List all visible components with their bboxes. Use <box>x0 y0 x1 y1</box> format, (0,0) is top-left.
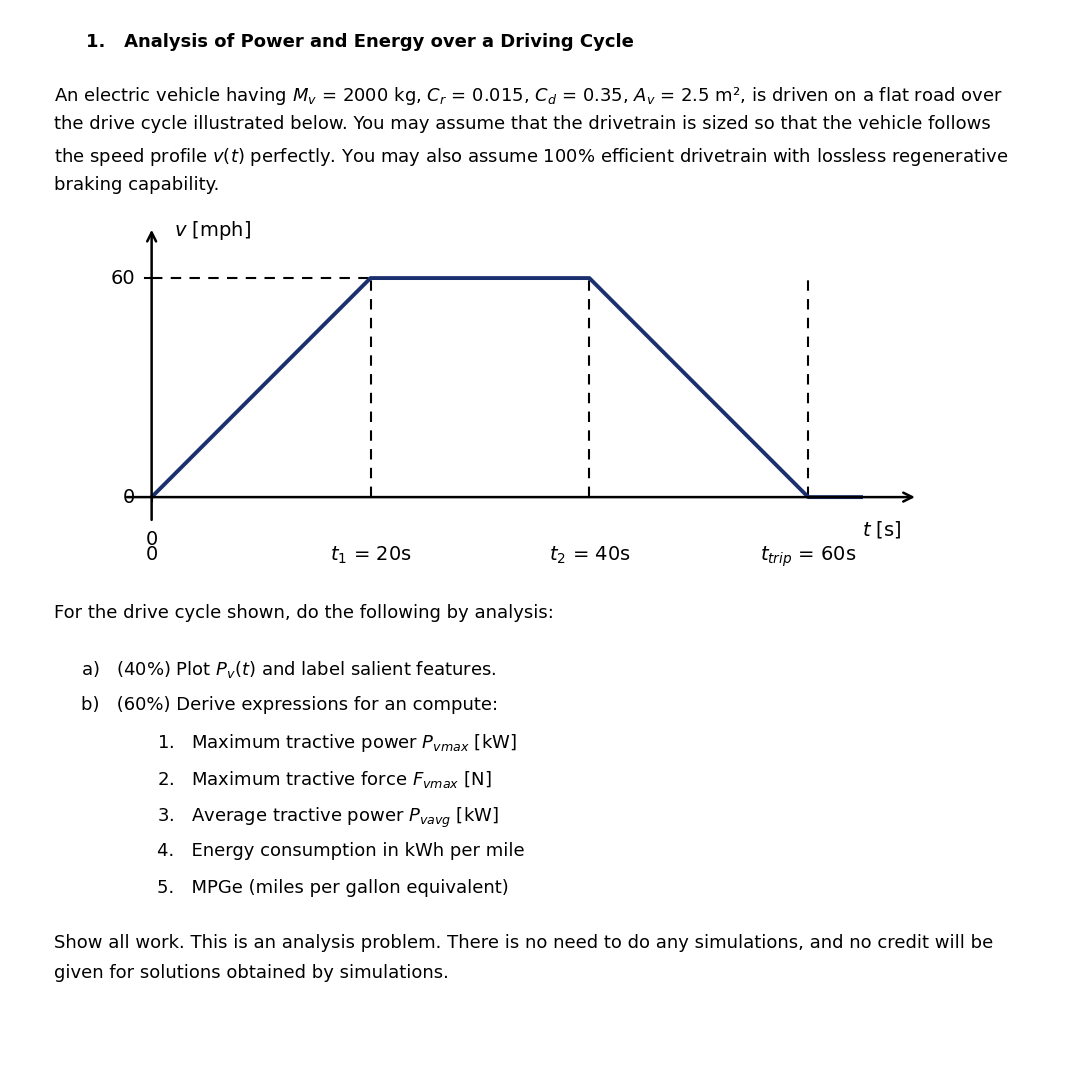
Text: 1.   Analysis of Power and Energy over a Driving Cycle: 1. Analysis of Power and Energy over a D… <box>86 33 634 51</box>
Text: a)   (40%) Plot $P_v(t)$ and label salient features.: a) (40%) Plot $P_v(t)$ and label salient… <box>81 659 497 681</box>
Text: For the drive cycle shown, do the following by analysis:: For the drive cycle shown, do the follow… <box>54 604 554 623</box>
Text: An electric vehicle having $M_v$ = 2000 kg, $C_r$ = 0.015, $C_d$ = 0.35, $A_v$ =: An electric vehicle having $M_v$ = 2000 … <box>54 85 1002 107</box>
Text: $v$ [mph]: $v$ [mph] <box>174 219 251 242</box>
Text: Show all work. This is an analysis problem. There is no need to do any simulatio: Show all work. This is an analysis probl… <box>54 933 994 952</box>
Text: 1.   Maximum tractive power $P_{vmax}$ [kW]: 1. Maximum tractive power $P_{vmax}$ [kW… <box>157 733 516 755</box>
Text: 2.   Maximum tractive force $F_{vmax}$ [N]: 2. Maximum tractive force $F_{vmax}$ [N] <box>157 769 491 790</box>
Text: braking capability.: braking capability. <box>54 176 219 195</box>
Text: $t$ [s]: $t$ [s] <box>862 519 902 540</box>
Text: the speed profile $v(t)$ perfectly. You may also assume 100% efficient drivetrai: the speed profile $v(t)$ perfectly. You … <box>54 146 1008 168</box>
Text: $t_1$ = 20s: $t_1$ = 20s <box>329 544 411 566</box>
Text: 0: 0 <box>146 544 158 563</box>
Text: 60: 60 <box>110 269 135 287</box>
Text: 3.   Average tractive power $P_{vavg}$ [kW]: 3. Average tractive power $P_{vavg}$ [kW… <box>157 806 498 830</box>
Text: b)   (60%) Derive expressions for an compute:: b) (60%) Derive expressions for an compu… <box>81 696 498 714</box>
Text: 4.   Energy consumption in kWh per mile: 4. Energy consumption in kWh per mile <box>157 842 524 860</box>
Text: 0: 0 <box>123 488 135 506</box>
Text: the drive cycle illustrated below. You may assume that the drivetrain is sized s: the drive cycle illustrated below. You m… <box>54 115 990 134</box>
Text: $t_{trip}$ = 60s: $t_{trip}$ = 60s <box>760 544 856 568</box>
Text: $t_2$ = 40s: $t_2$ = 40s <box>549 544 631 566</box>
Text: 0: 0 <box>146 530 158 549</box>
Text: given for solutions obtained by simulations.: given for solutions obtained by simulati… <box>54 964 449 982</box>
Text: 5.   MPGe (miles per gallon equivalent): 5. MPGe (miles per gallon equivalent) <box>157 879 509 897</box>
